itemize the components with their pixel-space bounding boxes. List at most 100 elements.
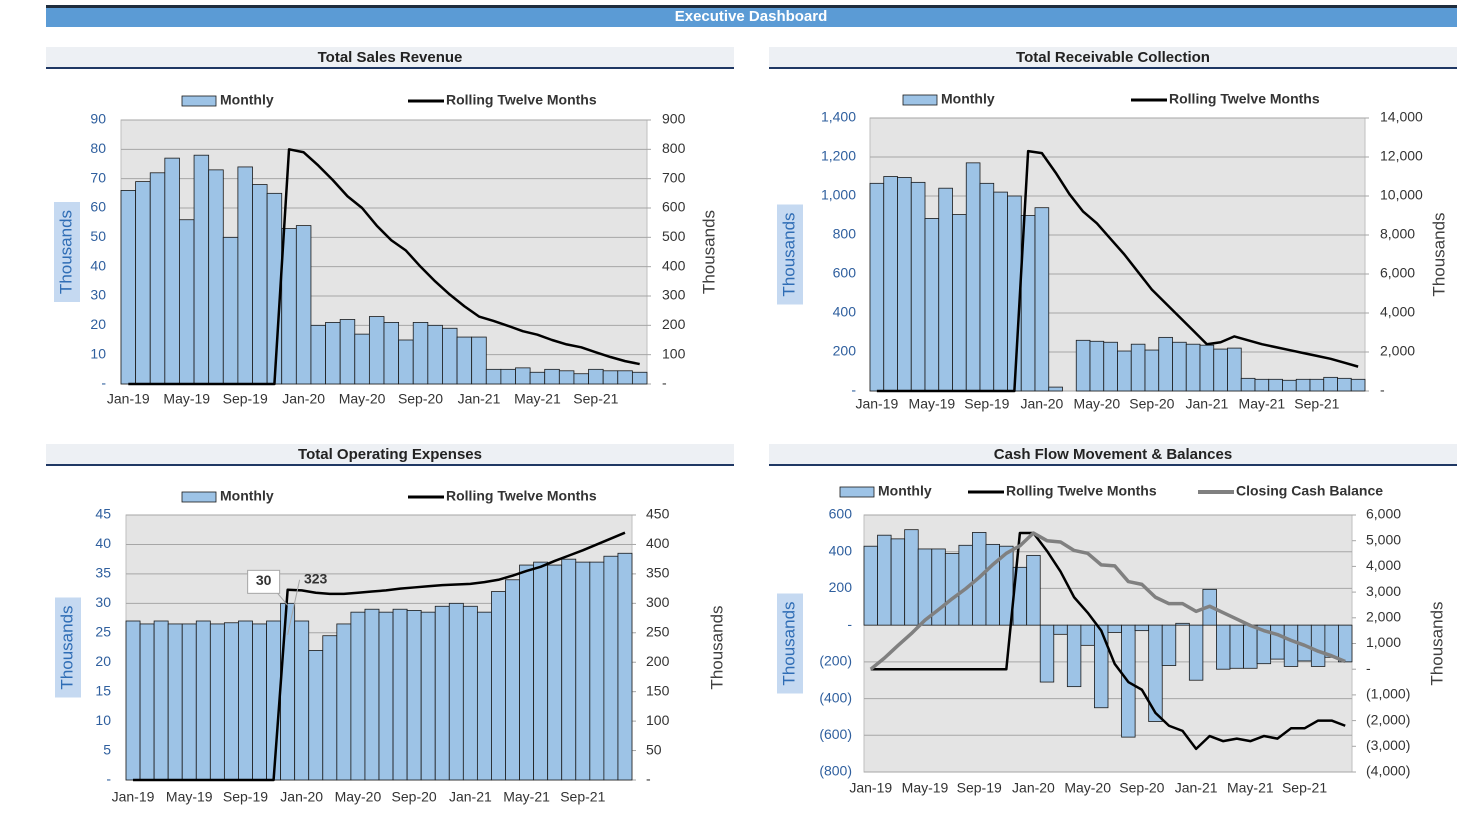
x-tick-label: Sep-19 — [223, 391, 268, 407]
y2-tick-label: - — [1366, 660, 1371, 676]
bar — [938, 187, 953, 392]
bar — [181, 623, 197, 781]
bar — [1229, 624, 1244, 669]
bar — [1185, 343, 1201, 392]
bar — [869, 182, 885, 392]
x-tick-label: Jan-20 — [1020, 396, 1063, 412]
bar — [339, 319, 356, 385]
x-tick-label: May-21 — [503, 789, 550, 805]
x-tick-label: May-19 — [909, 396, 956, 412]
y-tick-label: 80 — [90, 140, 106, 156]
bar — [910, 181, 926, 392]
bar — [135, 181, 151, 385]
bar — [561, 558, 577, 781]
y-tick-label: 70 — [90, 169, 106, 185]
bar — [167, 623, 183, 781]
bar — [125, 620, 141, 781]
y2-tick-label: 700 — [662, 169, 686, 185]
bar — [985, 543, 1000, 626]
bar — [1175, 622, 1190, 626]
y-tick-label: - — [106, 771, 111, 787]
bar — [1213, 348, 1228, 392]
legend-label: Rolling Twelve Months — [446, 488, 597, 504]
bar — [965, 162, 981, 392]
x-tick-label: Sep-19 — [957, 780, 1002, 796]
bar — [427, 324, 443, 385]
bar — [631, 371, 648, 385]
y-title-box — [777, 204, 803, 305]
x-tick-label: May-21 — [514, 391, 561, 407]
bar — [544, 368, 560, 385]
bar — [456, 336, 473, 385]
y2-tick-label: 1,000 — [1366, 634, 1401, 650]
bar — [1075, 339, 1091, 392]
x-tick-label: Jan-21 — [449, 789, 492, 805]
y-tick-label: 30 — [90, 287, 106, 303]
y2-tick-label: 150 — [646, 682, 670, 698]
bar — [1243, 624, 1258, 669]
bar — [1240, 377, 1256, 392]
panel-header — [46, 47, 734, 68]
y-title-box — [54, 202, 80, 302]
y2-tick-label: 50 — [646, 741, 662, 757]
x-tick-label: Jan-19 — [855, 396, 898, 412]
y2-tick-label: - — [646, 771, 651, 787]
x-tick-label: Sep-20 — [1119, 780, 1164, 796]
y-tick-label: 20 — [90, 316, 106, 332]
bar — [434, 605, 450, 781]
y2-tick-label: 10,000 — [1380, 187, 1423, 203]
bar — [589, 561, 605, 781]
y-tick-label: 1,000 — [821, 187, 856, 203]
y-tick-label: 200 — [829, 579, 853, 595]
bar — [1144, 349, 1160, 392]
bar — [1066, 624, 1082, 688]
y-tick-label: - — [847, 616, 852, 632]
y2-tick-label: 100 — [662, 345, 686, 361]
bar — [120, 189, 137, 385]
y2-tick-label: - — [1380, 382, 1385, 398]
bar — [364, 608, 380, 781]
bar — [1282, 379, 1297, 392]
data-label: 323 — [304, 570, 328, 586]
bar — [904, 529, 919, 626]
bar — [924, 218, 940, 392]
y-tick-label: 15 — [95, 682, 111, 698]
bar — [1268, 378, 1283, 392]
line — [876, 149, 1359, 393]
bar — [1148, 624, 1163, 722]
legend-label: Rolling Twelve Months — [1006, 483, 1157, 499]
y-tick-label: 400 — [833, 304, 857, 320]
bar — [1034, 207, 1050, 392]
bar — [1270, 624, 1285, 660]
bar — [223, 622, 239, 781]
y2-tick-label: 250 — [646, 623, 670, 639]
y-tick-label: 1,400 — [821, 109, 856, 125]
bar — [993, 191, 1008, 392]
y2-tick-label: 4,000 — [1380, 304, 1415, 320]
y2-tick-label: 12,000 — [1380, 148, 1423, 164]
x-tick-label: Sep-19 — [964, 396, 1009, 412]
bar — [863, 545, 878, 626]
bar — [281, 228, 297, 385]
bar — [515, 367, 531, 385]
line — [869, 531, 1346, 671]
bar — [558, 370, 575, 385]
panel-title: Total Receivable Collection — [1016, 49, 1210, 66]
legend-swatch — [902, 94, 938, 106]
bar — [164, 157, 180, 385]
x-tick-label: Sep-21 — [573, 391, 618, 407]
bar — [448, 602, 464, 781]
bar — [308, 650, 324, 781]
legend-swatch — [839, 486, 875, 498]
label-box — [247, 569, 281, 594]
label-leader — [287, 579, 301, 635]
bar — [471, 336, 487, 385]
x-tick-label: May-19 — [902, 780, 949, 796]
bar — [139, 623, 155, 781]
bar — [1295, 378, 1311, 392]
y2-tick-label: - — [662, 375, 667, 391]
bar — [383, 321, 400, 385]
x-tick-label: Sep-20 — [398, 391, 443, 407]
bar — [193, 154, 210, 385]
